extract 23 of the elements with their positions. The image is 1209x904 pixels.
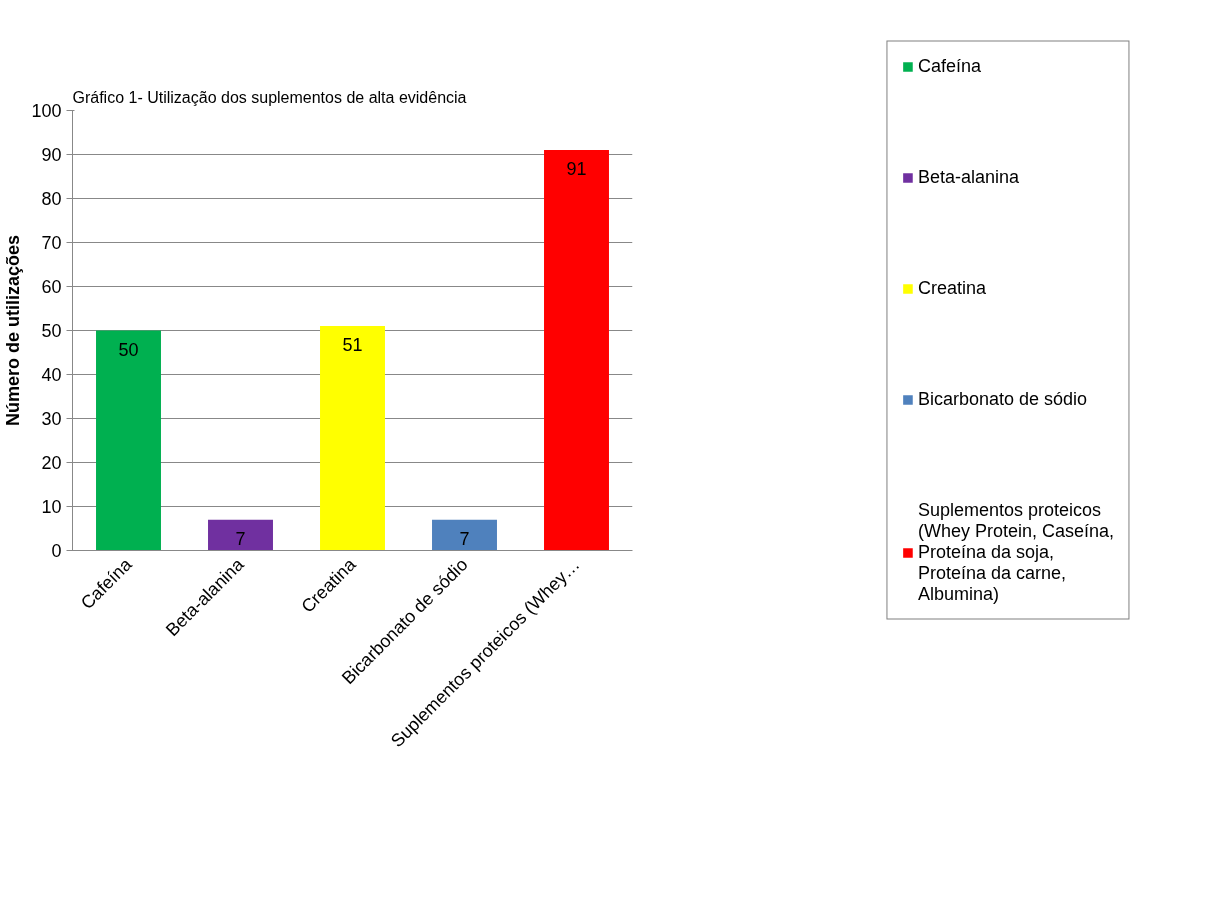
chart-title: Gráfico 1- Utilização dos suplementos de alta evidência [72,88,467,106]
data-label: 91 [566,159,587,180]
data-label: 7 [459,528,470,549]
y-tick-label: 20 [41,453,62,473]
y-tick-label: 100 [31,101,62,121]
legend-label: Bicarbonato de sódio [917,388,1088,410]
data-label: 50 [118,339,139,360]
legend-label: Cafeína [917,55,981,77]
y-tick-label: 40 [41,365,62,385]
data-label: 7 [235,528,246,549]
y-tick-label: 50 [41,321,62,341]
y-tick-label: 30 [41,409,62,429]
y-tick-label: 0 [51,541,62,561]
legend-label: Beta-alanina [917,166,1020,188]
y-tick-label: 80 [41,189,62,209]
y-tick-label: 10 [41,497,62,517]
data-label: 51 [342,335,363,356]
legend-label: Creatina [917,277,986,299]
y-tick-label: 90 [41,145,62,165]
y-axis-title: Número de utilizações [3,234,24,427]
legend-label: Suplementos proteicos (Whey Protein, Caseína, Proteína da soja, Proteína da carne, Albumina) [917,499,1115,605]
y-tick-label: 70 [41,233,62,253]
y-tick-label: 60 [41,277,62,297]
